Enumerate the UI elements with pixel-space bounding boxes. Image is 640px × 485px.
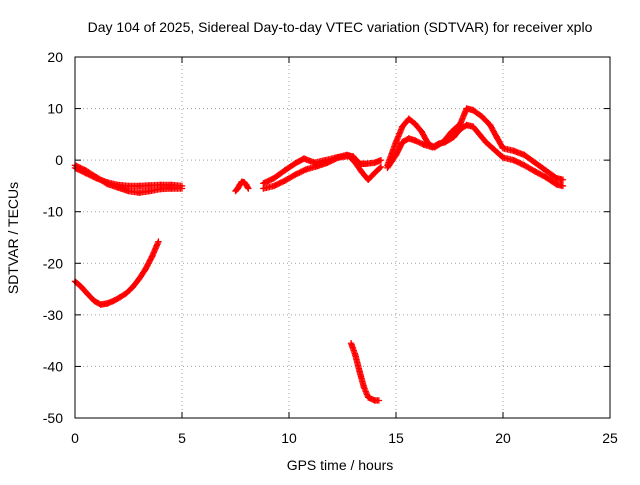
data-point — [413, 138, 420, 145]
x-tick-label: 5 — [178, 430, 186, 446]
data-point — [412, 137, 419, 144]
x-axis-label: GPS time / hours — [287, 457, 394, 473]
series-track-1-lower — [71, 162, 186, 196]
data-point — [559, 182, 567, 190]
y-tick-label: -50 — [43, 410, 63, 426]
x-tick-label: 10 — [281, 430, 297, 446]
data-point — [414, 138, 422, 146]
y-tick-label: 20 — [47, 49, 63, 65]
x-tick-label: 25 — [602, 430, 618, 446]
series-track-6-upper — [384, 105, 567, 183]
series-track-4-lower — [260, 152, 385, 192]
series-track-2 — [71, 238, 162, 308]
data-point — [377, 156, 385, 164]
data-point — [245, 185, 252, 192]
data-point — [377, 163, 385, 171]
data-point — [416, 139, 423, 146]
y-tick-label: -40 — [43, 358, 63, 374]
x-tick-label: 15 — [388, 430, 404, 446]
y-tick-label: 0 — [55, 152, 63, 168]
data-point — [559, 176, 567, 183]
plot-frame — [74, 56, 611, 419]
series-track-3 — [232, 178, 252, 195]
data-point — [376, 164, 384, 172]
y-axis-label: SDTVAR / TECUs — [5, 182, 21, 294]
data-points — [71, 105, 567, 404]
x-tick-label: 20 — [495, 430, 511, 446]
chart-title: Day 104 of 2025, Sidereal Day-to-day VTE… — [88, 19, 593, 35]
series-track-5 — [347, 340, 383, 404]
data-point — [375, 397, 383, 404]
y-tick-label: -30 — [43, 307, 63, 323]
data-point — [244, 184, 251, 191]
y-tick-label: -10 — [43, 204, 63, 220]
axis-ticks: 0 5 10 15 20 25 -50 -40 -30 -20 -10 0 10 20 — [43, 49, 618, 446]
grid-lines — [75, 57, 610, 418]
series-track-6-lower — [384, 121, 567, 190]
x-tick-label: 0 — [71, 430, 79, 446]
data-point — [178, 185, 186, 192]
data-point — [419, 140, 426, 148]
data-point — [155, 238, 162, 245]
data-point — [417, 140, 425, 147]
y-tick-label: 10 — [47, 101, 63, 117]
y-tick-label: -20 — [43, 255, 63, 271]
